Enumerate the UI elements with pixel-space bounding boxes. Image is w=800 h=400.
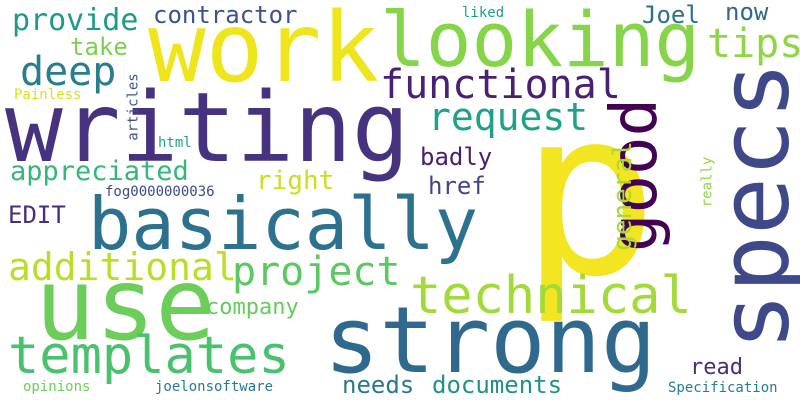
word-basically: basically (88, 182, 479, 266)
word-specs: specs (698, 61, 800, 351)
word-href: href (428, 172, 486, 200)
word-strong: strong (324, 287, 657, 394)
word-read: read (690, 355, 743, 380)
word-general: general (607, 141, 638, 251)
word-joelonsoftware: joelonsoftware (155, 379, 274, 395)
word-really: really (699, 156, 716, 208)
word-badly: badly (420, 143, 493, 171)
word-liked: liked (462, 5, 505, 21)
word-specification: Specification (668, 380, 778, 396)
word-fog0000000036: fog0000000036 (105, 184, 215, 200)
word-provide: provide (12, 3, 139, 38)
word-html: html (158, 135, 192, 151)
word-templates: templates (8, 326, 290, 386)
word-writing: writing (5, 72, 410, 184)
word-functional: functional (380, 62, 621, 108)
word-use: use (35, 246, 216, 363)
word-edit: EDIT (8, 201, 66, 229)
word-deep: deep (20, 49, 117, 95)
word-additional: additional (8, 245, 237, 289)
word-joel: Joel (642, 1, 700, 29)
word-right: right (256, 166, 335, 196)
word-p: p (520, 61, 659, 328)
word-appreciated: appreciated (10, 156, 189, 187)
word-work: work (148, 0, 380, 104)
word-needs: needs (342, 371, 415, 399)
word-contractor: contractor (153, 1, 298, 29)
word-take: take (70, 33, 128, 61)
word-documents: documents (432, 371, 563, 399)
word-looking: looking (380, 0, 701, 84)
word-painless: Painless (14, 87, 82, 103)
word-company: company (206, 295, 299, 320)
word-articles: articles (125, 73, 142, 141)
word-request: request (428, 95, 589, 139)
word-opinions: opinions (23, 379, 91, 395)
word-project: project (232, 249, 401, 295)
word-technical: technical (410, 266, 692, 326)
word-tips: tips (707, 21, 800, 67)
word-now: now (725, 0, 769, 26)
